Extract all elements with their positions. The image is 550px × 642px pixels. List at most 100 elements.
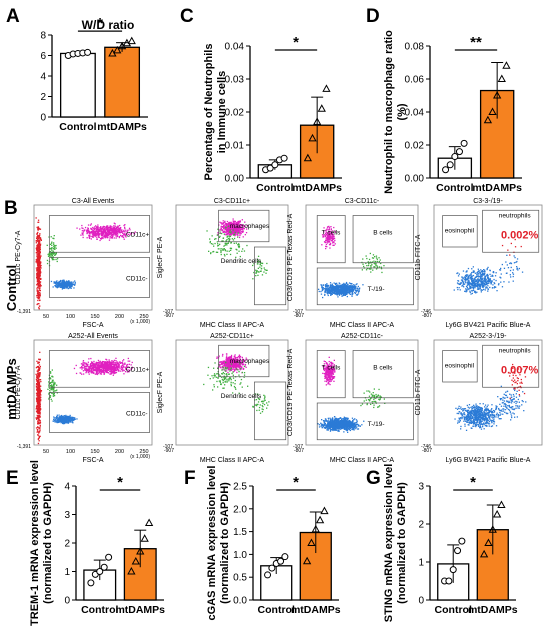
event-dot (476, 275, 478, 278)
event-dot (114, 230, 117, 232)
x-tick-label: Control (59, 121, 96, 133)
event-dot (370, 266, 372, 268)
event-dot (320, 284, 322, 286)
event-dot (113, 367, 115, 369)
event-dot (39, 251, 41, 253)
event-dot (54, 248, 56, 250)
event-dot (86, 368, 89, 370)
event-dot (482, 274, 485, 276)
plot-x-min: -907 (164, 313, 174, 319)
y-tick-label: 2 (418, 520, 424, 531)
event-dot (236, 224, 238, 226)
event-dot (54, 285, 56, 287)
event-dot (37, 369, 39, 371)
event-dot (326, 228, 328, 230)
event-dot (467, 274, 469, 276)
event-dot (257, 258, 259, 261)
event-dot (237, 225, 239, 227)
event-dot (330, 233, 332, 235)
event-dot (480, 282, 482, 284)
event-dot (85, 372, 87, 374)
y-tick-label: 4 (64, 482, 70, 493)
event-dot (357, 288, 359, 290)
event-dot (221, 222, 223, 224)
event-dot (76, 227, 78, 229)
event-dot (322, 236, 324, 238)
event-dot (256, 270, 258, 272)
event-dot (509, 274, 511, 276)
event-dot (111, 368, 113, 371)
event-dot (509, 262, 511, 265)
event-dot (474, 281, 476, 284)
event-dot (100, 227, 102, 230)
y-tick-label: 8 (40, 31, 46, 42)
event-dot (128, 227, 131, 229)
event-dot (96, 229, 98, 231)
event-dot (36, 303, 38, 306)
gate-label-bottom: CD11c- (126, 276, 148, 283)
event-dot (65, 282, 67, 284)
event-dot (96, 365, 98, 367)
event-dot (35, 259, 37, 261)
event-dot (101, 366, 103, 368)
event-dot (459, 283, 461, 285)
event-dot (102, 226, 104, 228)
event-dot (53, 235, 55, 237)
event-dot (220, 251, 222, 254)
event-dot (325, 230, 327, 232)
event-dot (117, 228, 119, 230)
event-dot (463, 283, 466, 285)
event-dot (52, 258, 54, 261)
event-dot (36, 429, 39, 431)
event-dot (237, 224, 239, 226)
event-dot (103, 226, 106, 228)
plot-x-tick: 50 (43, 449, 49, 455)
event-dot (216, 241, 218, 243)
event-dot (236, 252, 238, 254)
event-dot (343, 282, 345, 285)
event-dot (226, 250, 228, 252)
event-dot (49, 396, 51, 398)
event-dot (97, 369, 99, 371)
event-dot (481, 270, 483, 272)
event-dot (333, 282, 335, 284)
event-dot (37, 299, 39, 302)
event-dot (105, 369, 107, 371)
event-dot (95, 369, 97, 372)
event-dot (85, 369, 87, 371)
event-dot (105, 362, 108, 364)
event-dot (38, 245, 40, 247)
event-dot (479, 288, 481, 290)
event-dot (37, 243, 39, 245)
data-point-mtdamps (127, 566, 136, 575)
event-dot (485, 281, 487, 283)
event-dot (51, 375, 53, 378)
event-dot (126, 363, 129, 366)
event-dot (341, 287, 343, 289)
event-dot (37, 434, 39, 436)
event-dot (468, 288, 470, 290)
event-dot (227, 235, 229, 237)
event-dot (107, 225, 109, 227)
event-dot (103, 367, 105, 369)
event-dot (125, 229, 127, 231)
event-dot (492, 271, 494, 273)
event-dot (344, 284, 346, 286)
event-dot (105, 234, 107, 236)
event-dot (469, 282, 471, 284)
y-tick-label: 0.04 (225, 42, 245, 53)
event-dot (95, 234, 97, 236)
event-dot (231, 227, 233, 229)
event-dot (510, 266, 512, 269)
event-dot (261, 262, 264, 265)
event-dot (128, 366, 130, 368)
event-dot (39, 401, 41, 403)
event-dot (225, 227, 227, 229)
event-dot (368, 263, 370, 265)
event-dot (466, 282, 469, 284)
event-dot (245, 232, 248, 234)
event-dot (36, 260, 38, 262)
event-dot (218, 236, 221, 238)
event-dot (326, 283, 328, 285)
